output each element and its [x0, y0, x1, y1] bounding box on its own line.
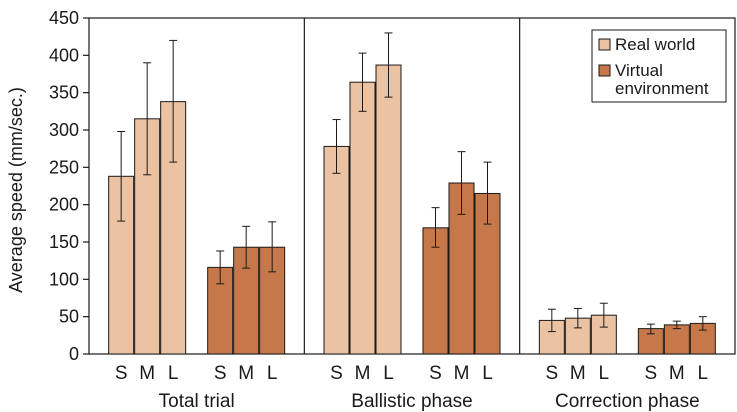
- size-label: S: [214, 363, 227, 384]
- size-label: S: [644, 363, 657, 384]
- legend-label: environment: [615, 79, 709, 98]
- size-label: L: [168, 363, 179, 384]
- size-label: L: [599, 363, 610, 384]
- y-axis-title: Average speed (mm/sec.): [6, 87, 26, 293]
- y-tick-label: 0: [69, 344, 79, 364]
- legend-label: Real world: [615, 35, 695, 54]
- y-tick-label: 150: [49, 232, 79, 252]
- size-label: L: [383, 363, 394, 384]
- size-label: L: [698, 363, 709, 384]
- group-label: Correction phase: [555, 391, 700, 412]
- bar: [375, 64, 402, 355]
- plot-frame: [88, 17, 736, 355]
- bar: [349, 81, 376, 355]
- size-label: S: [115, 363, 128, 384]
- size-label: M: [570, 363, 586, 384]
- size-label: M: [355, 363, 371, 384]
- size-label: S: [429, 363, 442, 384]
- bar: [422, 227, 449, 355]
- bar: [663, 324, 690, 355]
- group-label: Ballistic phase: [351, 391, 472, 412]
- size-label: S: [330, 363, 343, 384]
- y-tick-label: 300: [49, 120, 79, 140]
- y-tick-label: 400: [49, 45, 79, 65]
- y-tick-label: 350: [49, 83, 79, 103]
- group-label: Total trial: [159, 391, 235, 412]
- legend-swatch: [598, 64, 611, 77]
- legend-box: [591, 29, 727, 103]
- legend-swatch: [598, 38, 611, 51]
- y-tick-label: 200: [49, 195, 79, 215]
- y-tick-label: 250: [49, 157, 79, 177]
- size-label: M: [139, 363, 155, 384]
- size-label: L: [267, 363, 278, 384]
- size-label: M: [454, 363, 470, 384]
- size-label: S: [545, 363, 558, 384]
- legend-label: Virtual: [615, 61, 663, 80]
- y-tick-label: 100: [49, 269, 79, 289]
- y-tick-label: 50: [59, 307, 79, 327]
- bar: [323, 145, 350, 355]
- y-tick-label: 450: [49, 8, 79, 28]
- size-label: M: [238, 363, 254, 384]
- size-label: L: [482, 363, 493, 384]
- size-label: M: [669, 363, 685, 384]
- bar: [134, 118, 161, 355]
